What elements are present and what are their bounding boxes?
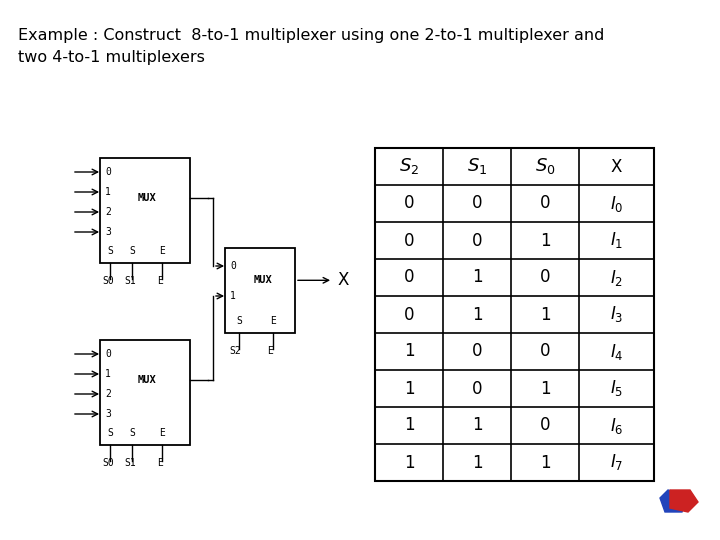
- Text: 1: 1: [472, 454, 482, 471]
- Text: MUX: MUX: [138, 193, 156, 203]
- Text: X: X: [611, 158, 622, 176]
- Text: $I_{7}$: $I_{7}$: [610, 453, 624, 472]
- Text: S: S: [129, 428, 135, 438]
- Text: 0: 0: [105, 167, 111, 177]
- Text: 0: 0: [230, 261, 236, 271]
- Text: 2: 2: [105, 389, 111, 399]
- Text: 0: 0: [472, 380, 482, 397]
- Text: $I_{0}$: $I_{0}$: [610, 193, 624, 213]
- Text: $I_{1}$: $I_{1}$: [610, 231, 623, 251]
- Text: S1: S1: [124, 458, 136, 468]
- Text: E: E: [159, 428, 165, 438]
- Text: S: S: [129, 246, 135, 256]
- Text: 1: 1: [404, 454, 414, 471]
- Text: 0: 0: [540, 342, 550, 361]
- Text: 0: 0: [540, 268, 550, 287]
- Text: E: E: [267, 346, 273, 356]
- Text: S0: S0: [102, 458, 114, 468]
- Text: $I_{3}$: $I_{3}$: [610, 305, 624, 325]
- Text: $\mathbf{\mathit{S}}_2$: $\mathbf{\mathit{S}}_2$: [399, 157, 419, 177]
- Text: MUX: MUX: [138, 375, 156, 385]
- Text: Example : Construct  8-to-1 multiplexer using one 2-to-1 multiplexer and: Example : Construct 8-to-1 multiplexer u…: [18, 28, 604, 43]
- Text: 0: 0: [472, 342, 482, 361]
- Text: E: E: [157, 276, 163, 286]
- Text: 1: 1: [404, 380, 414, 397]
- Text: S: S: [107, 246, 113, 256]
- Bar: [100, 340, 190, 445]
- Text: S: S: [236, 316, 242, 326]
- Bar: [100, 158, 190, 263]
- Text: 1: 1: [404, 342, 414, 361]
- Text: $\mathbf{\mathit{S}}_1$: $\mathbf{\mathit{S}}_1$: [467, 157, 487, 177]
- Text: 0: 0: [404, 194, 414, 213]
- Text: 0: 0: [404, 306, 414, 323]
- Text: E: E: [270, 316, 276, 326]
- Text: 0: 0: [540, 416, 550, 435]
- Text: 3: 3: [105, 409, 111, 419]
- Text: 1: 1: [105, 369, 111, 379]
- Text: 1: 1: [105, 187, 111, 197]
- Text: E: E: [159, 246, 165, 256]
- Text: 1: 1: [540, 232, 550, 249]
- Text: 1: 1: [404, 416, 414, 435]
- Text: MUX: MUX: [254, 275, 273, 285]
- Text: two 4-to-1 multiplexers: two 4-to-1 multiplexers: [18, 50, 205, 65]
- Text: $I_{5}$: $I_{5}$: [610, 379, 623, 399]
- Text: 1: 1: [472, 416, 482, 435]
- Text: $I_{4}$: $I_{4}$: [610, 341, 624, 361]
- Text: 0: 0: [472, 194, 482, 213]
- Text: 0: 0: [105, 349, 111, 359]
- Text: $I_{2}$: $I_{2}$: [610, 267, 623, 287]
- Bar: [375, 148, 654, 481]
- Bar: [225, 248, 295, 333]
- Polygon shape: [670, 490, 698, 512]
- Text: 0: 0: [472, 232, 482, 249]
- Text: 0: 0: [540, 194, 550, 213]
- Text: 1: 1: [540, 306, 550, 323]
- Text: 0: 0: [404, 268, 414, 287]
- Text: S2: S2: [229, 346, 240, 356]
- Text: S0: S0: [102, 276, 114, 286]
- Text: 1: 1: [540, 380, 550, 397]
- Text: E: E: [157, 458, 163, 468]
- Text: 1: 1: [472, 268, 482, 287]
- Polygon shape: [660, 490, 688, 512]
- Text: $\mathbf{\mathit{S}}_0$: $\mathbf{\mathit{S}}_0$: [534, 157, 555, 177]
- Text: 1: 1: [230, 291, 236, 301]
- Text: 0: 0: [404, 232, 414, 249]
- Text: S: S: [107, 428, 113, 438]
- Text: 1: 1: [540, 454, 550, 471]
- Text: $I_{6}$: $I_{6}$: [610, 415, 624, 435]
- Text: 3: 3: [105, 227, 111, 237]
- Text: 1: 1: [472, 306, 482, 323]
- Text: S1: S1: [124, 276, 136, 286]
- Text: 2: 2: [105, 207, 111, 217]
- Text: X: X: [337, 271, 348, 289]
